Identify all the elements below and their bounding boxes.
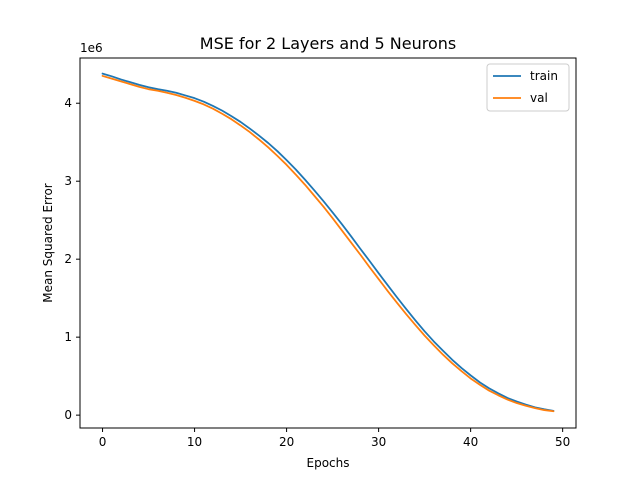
y-tick-label: 4 [64,96,72,110]
x-tick-label: 50 [555,435,570,449]
axes-frame [79,57,577,429]
y-tick-label: 2 [64,252,72,266]
legend: train val [486,63,570,112]
series-train-line [101,72,555,412]
y-tick-label: 1 [64,330,72,344]
y-axis-label: Mean Squared Error [41,183,55,303]
y-axis-offset-label: 1e6 [80,41,103,55]
x-tick-label: 30 [371,435,386,449]
chart-title: MSE for 2 Layers and 5 Neurons [200,34,456,53]
series-val-line [101,75,555,413]
x-tick-label: 10 [187,435,202,449]
x-axis-label: Epochs [307,456,350,470]
x-tick-label: 40 [463,435,478,449]
legend-train-label: train [530,69,558,83]
y-tick-label: 0 [64,408,72,422]
x-tick-label: 20 [279,435,294,449]
y-tick-label: 3 [64,174,72,188]
plot-area [101,72,555,413]
x-axis-ticks: 0 10 20 30 40 50 [99,428,570,449]
legend-val-label: val [530,91,548,105]
y-axis-ticks: 0 1 2 3 4 [64,96,80,422]
x-tick-label: 0 [99,435,107,449]
